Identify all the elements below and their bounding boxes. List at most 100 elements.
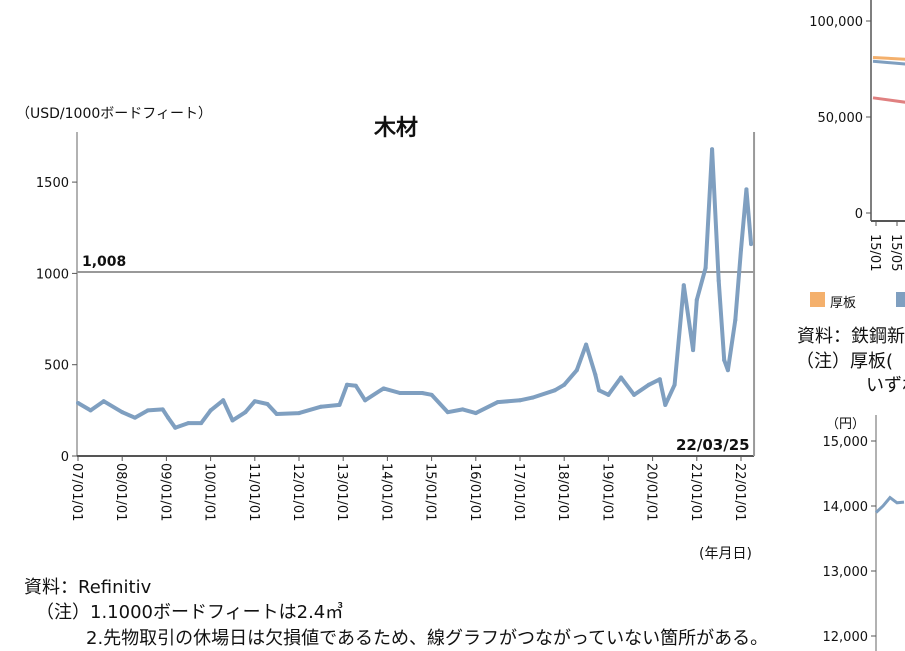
data-point: [420, 391, 425, 396]
y-tick-label: 1500: [36, 176, 69, 191]
y-tick-label: 500: [44, 359, 69, 374]
x-tick-label: 16/01/01: [467, 463, 482, 521]
y-tick-label: 1000: [36, 267, 69, 282]
data-point: [618, 375, 623, 380]
y-tick-label: 50,000: [818, 111, 864, 126]
y-axis-unit-label: （USD/1000ボードフィート）: [16, 106, 212, 122]
data-point: [460, 407, 465, 412]
reference-line-label: 1,008: [82, 254, 127, 270]
data-point: [716, 278, 721, 283]
data-point: [596, 388, 601, 393]
x-tick-label: 19/01/01: [599, 463, 614, 521]
x-tick-label: 12/01/01: [290, 463, 305, 521]
source-note: 資料：Refinitiv: [24, 577, 152, 598]
data-point: [691, 348, 696, 353]
data-point: [663, 402, 668, 407]
y-tick-label: 12,000: [823, 630, 869, 645]
data-point: [297, 411, 301, 416]
data-point: [694, 297, 699, 302]
x-tick-label: 15/01/01: [423, 463, 438, 521]
data-point: [473, 411, 478, 416]
data-point: [495, 400, 500, 405]
y-tick-label: 100,000: [809, 15, 863, 30]
data-point: [344, 382, 349, 387]
x-axis-label: (年月日): [699, 546, 752, 562]
data-point: [429, 392, 434, 397]
data-point: [173, 425, 178, 430]
legend-swatch-blue: [896, 292, 905, 307]
data-point: [76, 401, 80, 406]
data-point: [363, 398, 368, 403]
x-tick-label: 17/01/01: [511, 463, 526, 521]
data-point: [265, 401, 270, 406]
data-point: [120, 410, 125, 415]
data-point: [681, 283, 686, 288]
x-tick-label: 07/01/01: [69, 463, 84, 521]
data-point: [252, 399, 257, 404]
x-tick-label: 14/01/01: [378, 463, 393, 521]
data-point: [562, 382, 567, 387]
right-top-series-line: [872, 96, 905, 104]
data-point: [199, 421, 204, 426]
x-tick-label: 15/01: [867, 234, 882, 271]
x-tick-label: 09/01/01: [157, 463, 172, 521]
x-tick-label: 22/01/01: [732, 463, 747, 521]
legend-label-plate: 厚板: [830, 296, 857, 311]
x-tick-label: 18/01/01: [555, 463, 570, 521]
x-tick-label: 10/01/01: [202, 463, 217, 521]
data-point: [230, 418, 235, 423]
data-point: [657, 377, 662, 382]
data-point: [243, 410, 248, 415]
y-tick-label: 14,000: [823, 500, 869, 515]
right-top-series-line: [872, 59, 905, 66]
data-point: [606, 392, 611, 397]
data-point: [101, 399, 106, 404]
data-point: [632, 392, 637, 397]
data-point: [318, 404, 323, 409]
x-tick-label: 11/01/01: [246, 463, 261, 521]
chart-title: 木材: [374, 116, 419, 141]
right-note-1: （注）厚板(: [796, 351, 894, 372]
data-point: [337, 402, 342, 407]
x-tick-label: 21/01/01: [688, 463, 703, 521]
data-point: [552, 388, 557, 393]
right-source-note: 資料：鉄鋼新: [797, 326, 905, 347]
data-point: [353, 383, 358, 388]
data-point: [445, 410, 450, 415]
data-point: [518, 398, 522, 403]
data-point: [749, 242, 754, 247]
x-tick-label: 13/01/01: [334, 463, 349, 521]
data-point: [88, 408, 93, 413]
data-point: [574, 368, 579, 373]
data-point: [221, 398, 226, 403]
data-point: [722, 358, 727, 363]
x-tick-label: 08/01/01: [113, 463, 128, 521]
y-tick-label: 0: [61, 450, 69, 465]
data-point: [584, 342, 589, 347]
data-point: [725, 368, 730, 373]
note-1: （注）1.1000ボードフィートは2.4㎥: [36, 602, 344, 623]
data-point: [160, 407, 165, 412]
right-top-series-line: [872, 56, 905, 61]
data-point: [132, 415, 137, 420]
data-point: [208, 408, 213, 413]
data-point: [274, 412, 279, 417]
data-point: [186, 421, 191, 426]
x-tick-label: 20/01/01: [644, 463, 659, 521]
data-point: [672, 382, 677, 387]
y-tick-label: 13,000: [823, 565, 869, 580]
right-note-2: いずれ: [866, 375, 905, 396]
data-point: [145, 408, 150, 413]
note-2: 2.先物取引の休場日は欠損値であるため、線グラフがつながっていない箇所がある。: [86, 628, 769, 649]
data-point: [739, 247, 743, 252]
legend-swatch-plate: [810, 292, 825, 307]
x-tick-label: 15/05: [888, 234, 903, 271]
data-point: [646, 382, 651, 387]
data-point: [593, 372, 598, 377]
data-point: [710, 147, 715, 152]
data-point: [744, 187, 749, 192]
y-tick-label: 0: [855, 207, 863, 222]
right-bottom-unit-label: （円）: [826, 417, 866, 432]
y-tick-label: 15,000: [823, 435, 869, 450]
